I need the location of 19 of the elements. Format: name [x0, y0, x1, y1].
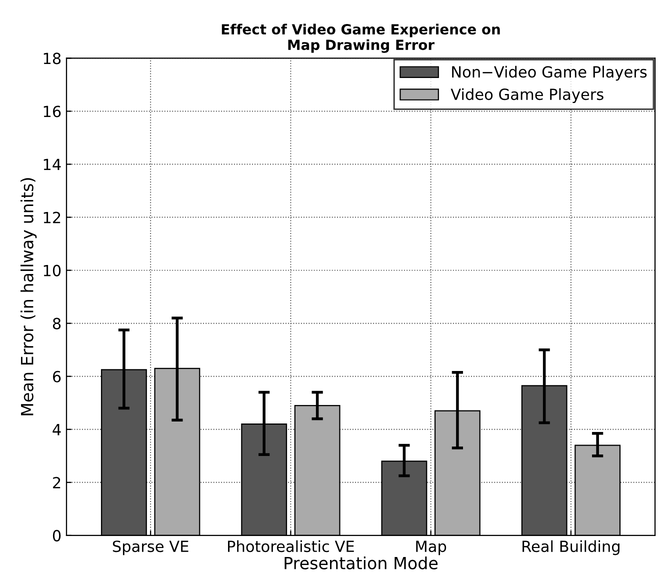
y-tick-label: 12: [44, 212, 60, 224]
y-tick-label: 8: [52, 318, 61, 330]
y-tick-label: 18: [44, 52, 61, 64]
x-tick-label: Map: [416, 540, 446, 556]
y-tick-label: 6: [52, 370, 61, 382]
chart-title: Effect of Video Game Experience on Map Drawing Error: [222, 24, 500, 53]
y-tick-label: 10: [44, 264, 61, 276]
y-tick-label: 16: [44, 106, 61, 118]
x-tick-label: Photorealistic VE: [228, 540, 354, 552]
x-tick-label: Sparse VE: [112, 540, 188, 556]
legend-label: Video Game Players: [450, 88, 604, 104]
x-tick-label: Real Building: [522, 540, 620, 556]
y-tick-label: 14: [44, 158, 61, 170]
y-tick-label: 2: [53, 476, 60, 488]
y-axis-title: Mean Error (in hallway units): [20, 178, 37, 416]
x-axis-title: Presentation Mode: [284, 556, 438, 570]
legend-label: Non−Video Game Players: [452, 66, 647, 81]
y-tick-label: 4: [52, 424, 61, 436]
y-tick-label: 0: [52, 530, 61, 542]
